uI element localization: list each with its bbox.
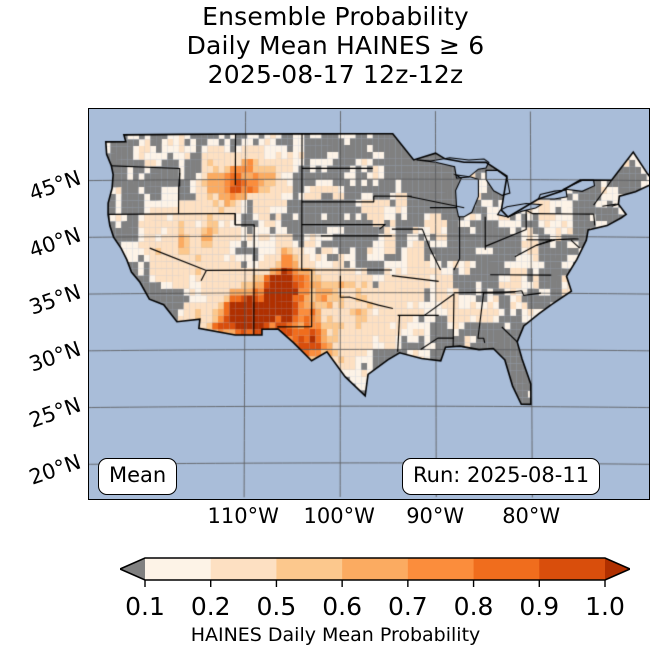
probability-heatmap-canvas — [89, 109, 649, 499]
colorbar-tick-0p7: 0.7 — [387, 592, 428, 621]
lat-tick-20N: 20°N — [26, 449, 84, 490]
title-line-1: Ensemble Probability — [202, 2, 469, 31]
colorbar-tick-1p0: 1.0 — [585, 592, 625, 621]
colorbar: 0.1 0.2 0.5 0.6 0.7 0.8 0.9 1.0 HAINES Daily Me… — [0, 556, 671, 658]
colorbar-tick-0p6: 0.6 — [322, 592, 363, 621]
page-title: Ensemble Probability Daily Mean HAINES ≥… — [0, 2, 671, 89]
colorbar-tick-0p5: 0.5 — [256, 592, 297, 621]
lon-tick-110W: 110°W — [207, 504, 279, 528]
colorbar-tick-0p9: 0.9 — [519, 592, 560, 621]
mean-badge: Mean — [98, 458, 178, 495]
lat-tick-30N: 30°N — [26, 336, 84, 377]
colorbar-tick-0p1: 0.1 — [125, 592, 165, 621]
lat-tick-40N: 40°N — [26, 222, 84, 263]
title-line-2: Daily Mean HAINES ≥ 6 — [186, 31, 485, 60]
lat-tick-45N: 45°N — [26, 166, 84, 207]
map-panel[interactable] — [88, 108, 650, 500]
run-date-badge: Run: 2025-08-11 — [402, 458, 601, 495]
colorbar-gradient — [120, 556, 630, 590]
colorbar-tick-0p8: 0.8 — [453, 592, 494, 621]
lon-tick-90W: 90°W — [406, 504, 465, 528]
lon-tick-80W: 80°W — [502, 504, 561, 528]
colorbar-tick-0p2: 0.2 — [190, 592, 231, 621]
lat-tick-35N: 35°N — [26, 279, 84, 320]
title-line-3: 2025-08-17 12z-12z — [207, 60, 464, 89]
lat-tick-25N: 25°N — [26, 393, 84, 434]
lon-tick-100W: 100°W — [303, 504, 375, 528]
colorbar-title: HAINES Daily Mean Probability — [190, 624, 481, 646]
